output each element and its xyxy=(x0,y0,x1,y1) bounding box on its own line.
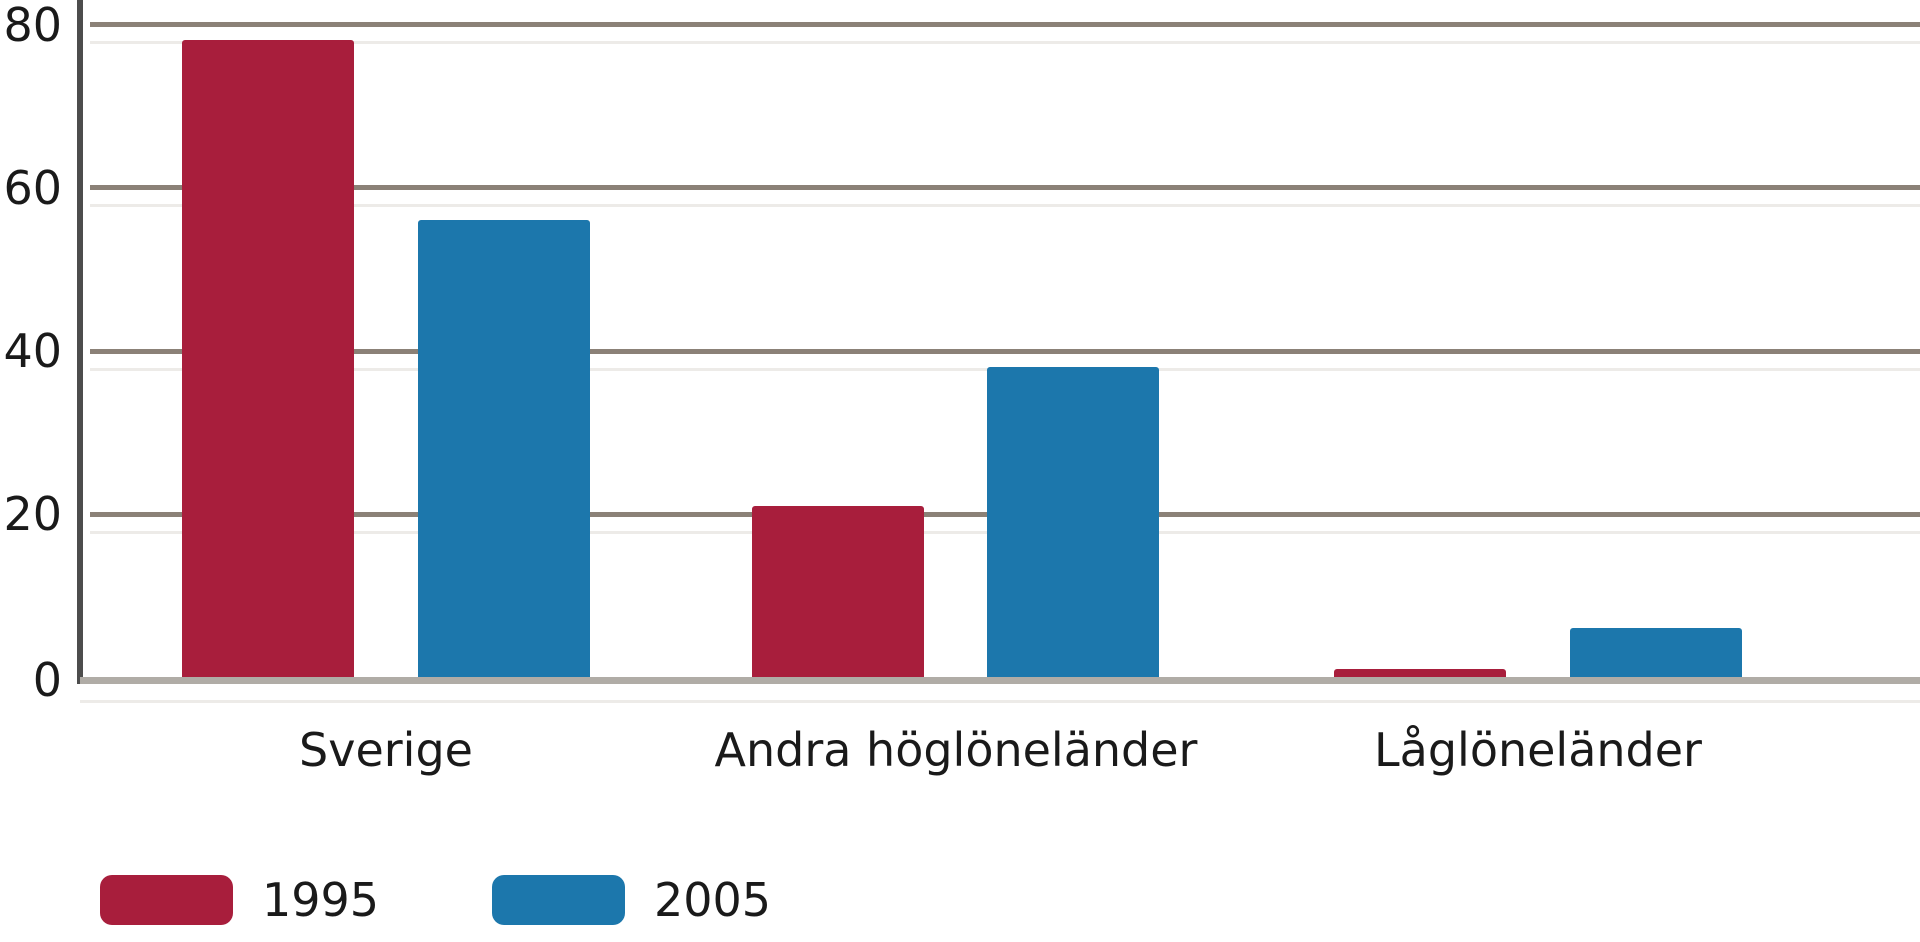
legend-item-1995: 1995 xyxy=(100,875,379,925)
y-tick-label-40: 40 xyxy=(3,324,62,378)
x-axis-baseline-shadow xyxy=(80,700,1920,703)
gridline-shadow-60 xyxy=(90,204,1920,208)
legend-label-1995: 1995 xyxy=(262,873,380,927)
bar-1995-Sverige xyxy=(182,40,354,677)
y-axis-line xyxy=(77,0,83,684)
gridline-40 xyxy=(90,348,1920,354)
bar-2005-Andra höglöneländer xyxy=(987,367,1159,677)
gridline-80 xyxy=(90,22,1920,27)
y-tick-label-0: 0 xyxy=(32,653,62,707)
x-axis-baseline xyxy=(80,677,1920,684)
legend-item-2005: 2005 xyxy=(492,875,771,925)
gridline-60 xyxy=(90,185,1920,191)
category-label-lagloneliander: Låglöneländer xyxy=(1374,723,1702,777)
bar-1995-Låglöneländer xyxy=(1334,669,1506,677)
y-tick-label-60: 60 xyxy=(3,160,62,215)
category-label-sverige: Sverige xyxy=(299,723,473,777)
bar-1995-Andra höglöneländer xyxy=(752,506,924,677)
bar-2005-Låglöneländer xyxy=(1570,628,1742,677)
y-tick-label-20: 20 xyxy=(3,487,62,542)
gridline-shadow-80 xyxy=(90,41,1920,44)
category-label-andra-hogloneliander: Andra höglöneländer xyxy=(714,723,1198,777)
legend-label-2005: 2005 xyxy=(654,873,772,927)
legend-swatch-1995 xyxy=(100,875,233,925)
legend-swatch-2005 xyxy=(492,875,625,925)
bar-2005-Sverige xyxy=(418,220,590,677)
y-tick-label-80: 80 xyxy=(3,0,62,52)
